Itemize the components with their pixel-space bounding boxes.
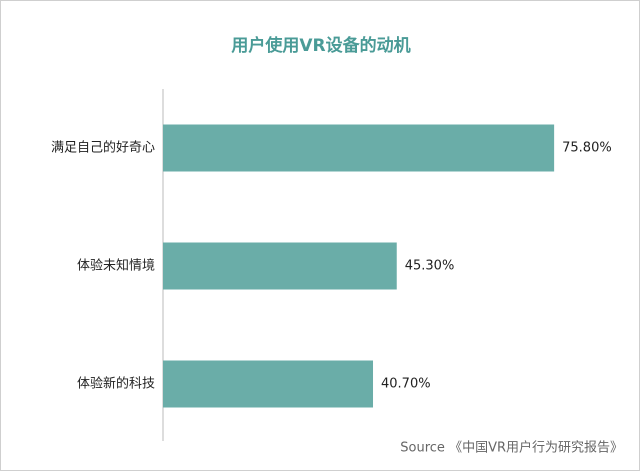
bar (163, 242, 397, 290)
y-tick-label: 体验新的科技 (77, 376, 155, 392)
bar (163, 360, 374, 408)
data-label: 75.80% (562, 141, 612, 156)
y-tick-label: 体验未知情境 (77, 258, 155, 274)
y-tick-label: 满足自己的好奇心 (51, 140, 155, 156)
data-label: 40.70% (381, 377, 431, 392)
data-label: 45.30% (405, 259, 455, 274)
bar (163, 124, 555, 172)
source: Source 《中国VR用户行为研究报告》 (400, 440, 623, 456)
chart-title: 用户使用VR设备的动机 (231, 35, 410, 56)
